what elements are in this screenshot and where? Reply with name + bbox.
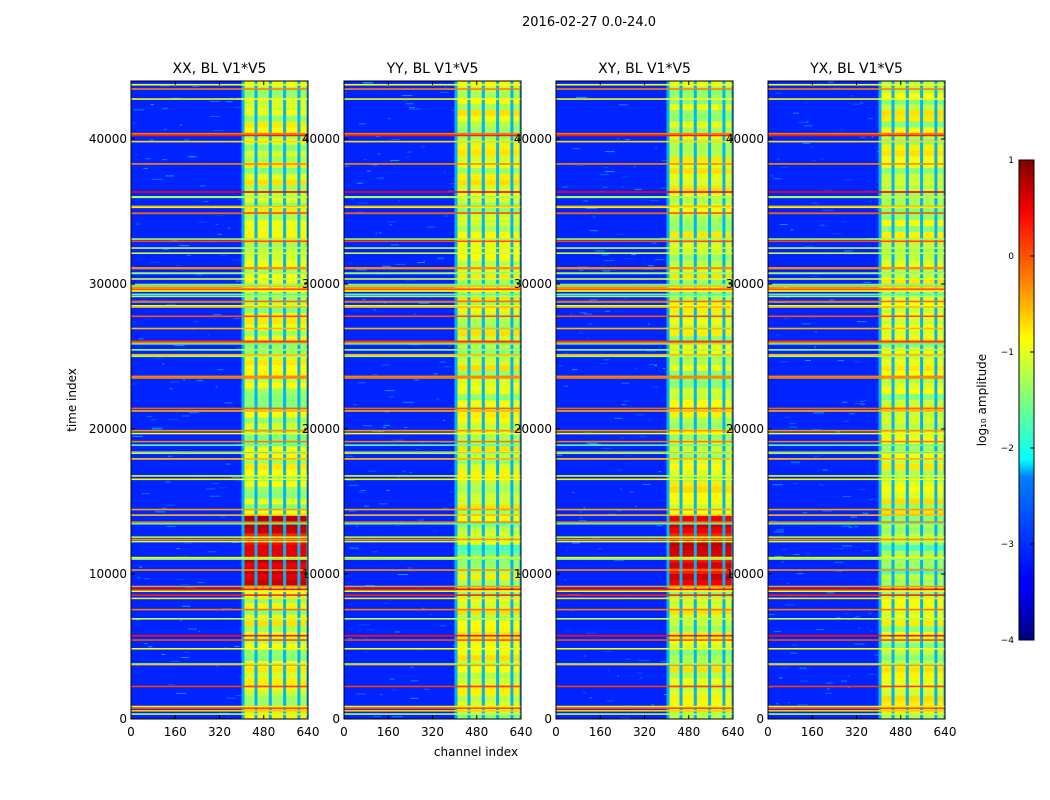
panel-0: XX, BL V1*V5 0 160 320 480 640 0 10000 20000 3000…: [89, 61, 320, 739]
panels-group: XX, BL V1*V5 0 160 320 480 640 0 10000 20000 3000…: [89, 61, 957, 739]
figure-suptitle: 2016-02-27 0.0-24.0: [522, 15, 656, 30]
y-tick-label: 30000: [726, 277, 764, 291]
x-tick-label: 320: [421, 725, 444, 739]
colorbar-tick-label: 1: [1008, 156, 1014, 166]
x-tick-label: 480: [465, 725, 488, 739]
y-tick-label: 0: [756, 712, 764, 726]
y-tick-label: 0: [119, 712, 127, 726]
panel-title: XX, BL V1*V5: [173, 61, 267, 77]
y-tick-label: 20000: [302, 422, 340, 436]
colorbar-tick-label: 0: [1008, 252, 1014, 262]
colorbar: 1 0 −1 −2 −3 −4: [1001, 156, 1035, 646]
y-tick-label: 10000: [302, 567, 340, 581]
x-tick-label: 320: [845, 725, 868, 739]
y-tick-label: 20000: [726, 422, 764, 436]
x-tick-label: 160: [589, 725, 612, 739]
y-tick-label: 10000: [514, 567, 552, 581]
panel-1: YY, BL V1*V5 0 160 320 480 640 0 10000 20000 3000…: [302, 61, 533, 739]
y-tick-label: 20000: [89, 422, 127, 436]
x-tick-label: 0: [127, 725, 135, 739]
x-tick-label: 160: [377, 725, 400, 739]
y-tick-label: 30000: [302, 277, 340, 291]
x-tick-label: 640: [297, 725, 320, 739]
y-axis-label: time index: [65, 368, 79, 432]
x-tick-label: 0: [340, 725, 348, 739]
y-tick-label: 30000: [514, 277, 552, 291]
x-tick-label: 160: [164, 725, 187, 739]
x-tick-label: 640: [510, 725, 533, 739]
colorbar-tick-label: −2: [1001, 444, 1014, 454]
heatmap-image: [344, 81, 521, 719]
y-tick-label: 10000: [89, 567, 127, 581]
x-tick-label: 480: [252, 725, 275, 739]
x-tick-label: 320: [208, 725, 231, 739]
y-tick-label: 0: [544, 712, 552, 726]
colorbar-gradient: [1018, 159, 1035, 641]
panel-title: YX, BL V1*V5: [809, 61, 903, 77]
heatmap-image: [556, 81, 733, 719]
y-tick-label: 40000: [514, 132, 552, 146]
heatmap-image: [768, 81, 945, 719]
heatmap-image: [131, 81, 308, 719]
x-tick-label: 160: [801, 725, 824, 739]
x-tick-label: 480: [889, 725, 912, 739]
panel-2: XY, BL V1*V5 0 160 320 480 640 0 10000 20000 3000…: [514, 61, 745, 739]
y-tick-label: 10000: [726, 567, 764, 581]
x-tick-label: 0: [764, 725, 772, 739]
x-tick-label: 480: [677, 725, 700, 739]
panel-title: YY, BL V1*V5: [386, 61, 479, 77]
x-tick-label: 640: [934, 725, 957, 739]
panel-3: YX, BL V1*V5 0 160 320 480 640 0 10000 20000 3000…: [726, 61, 957, 739]
y-tick-label: 30000: [89, 277, 127, 291]
panel-title: XY, BL V1*V5: [598, 61, 691, 77]
y-tick-label: 40000: [302, 132, 340, 146]
x-tick-label: 0: [552, 725, 560, 739]
y-tick-label: 40000: [726, 132, 764, 146]
x-tick-label: 320: [633, 725, 656, 739]
y-tick-label: 40000: [89, 132, 127, 146]
colorbar-tick-label: −3: [1001, 540, 1014, 550]
y-tick-label: 20000: [514, 422, 552, 436]
y-tick-label: 0: [332, 712, 340, 726]
x-tick-label: 640: [722, 725, 745, 739]
colorbar-tick-label: −1: [1001, 348, 1014, 358]
colorbar-tick-label: −4: [1001, 636, 1015, 646]
colorbar-label: log₁₀ amplitude: [975, 354, 989, 446]
x-axis-label: channel index: [434, 745, 518, 759]
